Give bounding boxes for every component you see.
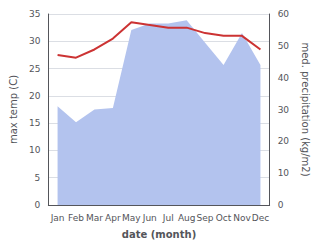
svg-text:0: 0 [35, 200, 41, 210]
svg-text:May: May [122, 213, 141, 223]
svg-text:25: 25 [29, 64, 40, 74]
svg-text:Apr: Apr [105, 213, 121, 223]
svg-text:Jun: Jun [142, 213, 157, 223]
svg-text:Oct: Oct [216, 213, 232, 223]
svg-text:Jan: Jan [50, 213, 65, 223]
svg-text:max temp (C): max temp (C) [8, 75, 19, 144]
svg-text:Dec: Dec [252, 213, 269, 223]
svg-text:20: 20 [29, 91, 41, 101]
svg-text:Jul: Jul [162, 213, 174, 223]
svg-text:60: 60 [278, 9, 290, 19]
svg-text:5: 5 [35, 173, 41, 183]
svg-text:Mar: Mar [86, 213, 103, 223]
svg-text:Sep: Sep [197, 213, 214, 223]
svg-text:20: 20 [278, 136, 290, 146]
svg-text:0: 0 [278, 200, 284, 210]
svg-text:10: 10 [278, 168, 290, 178]
svg-text:Feb: Feb [68, 213, 84, 223]
svg-text:15: 15 [29, 118, 40, 128]
svg-text:50: 50 [278, 41, 290, 51]
svg-text:med. precipitation (kg/m2): med. precipitation (kg/m2) [300, 42, 311, 176]
svg-text:40: 40 [278, 73, 290, 83]
svg-text:Nov: Nov [233, 213, 251, 223]
svg-text:35: 35 [29, 9, 40, 19]
svg-text:date (month): date (month) [122, 229, 196, 240]
svg-text:30: 30 [29, 36, 41, 46]
svg-text:30: 30 [278, 105, 290, 115]
svg-text:Aug: Aug [178, 213, 196, 223]
svg-text:10: 10 [29, 145, 41, 155]
